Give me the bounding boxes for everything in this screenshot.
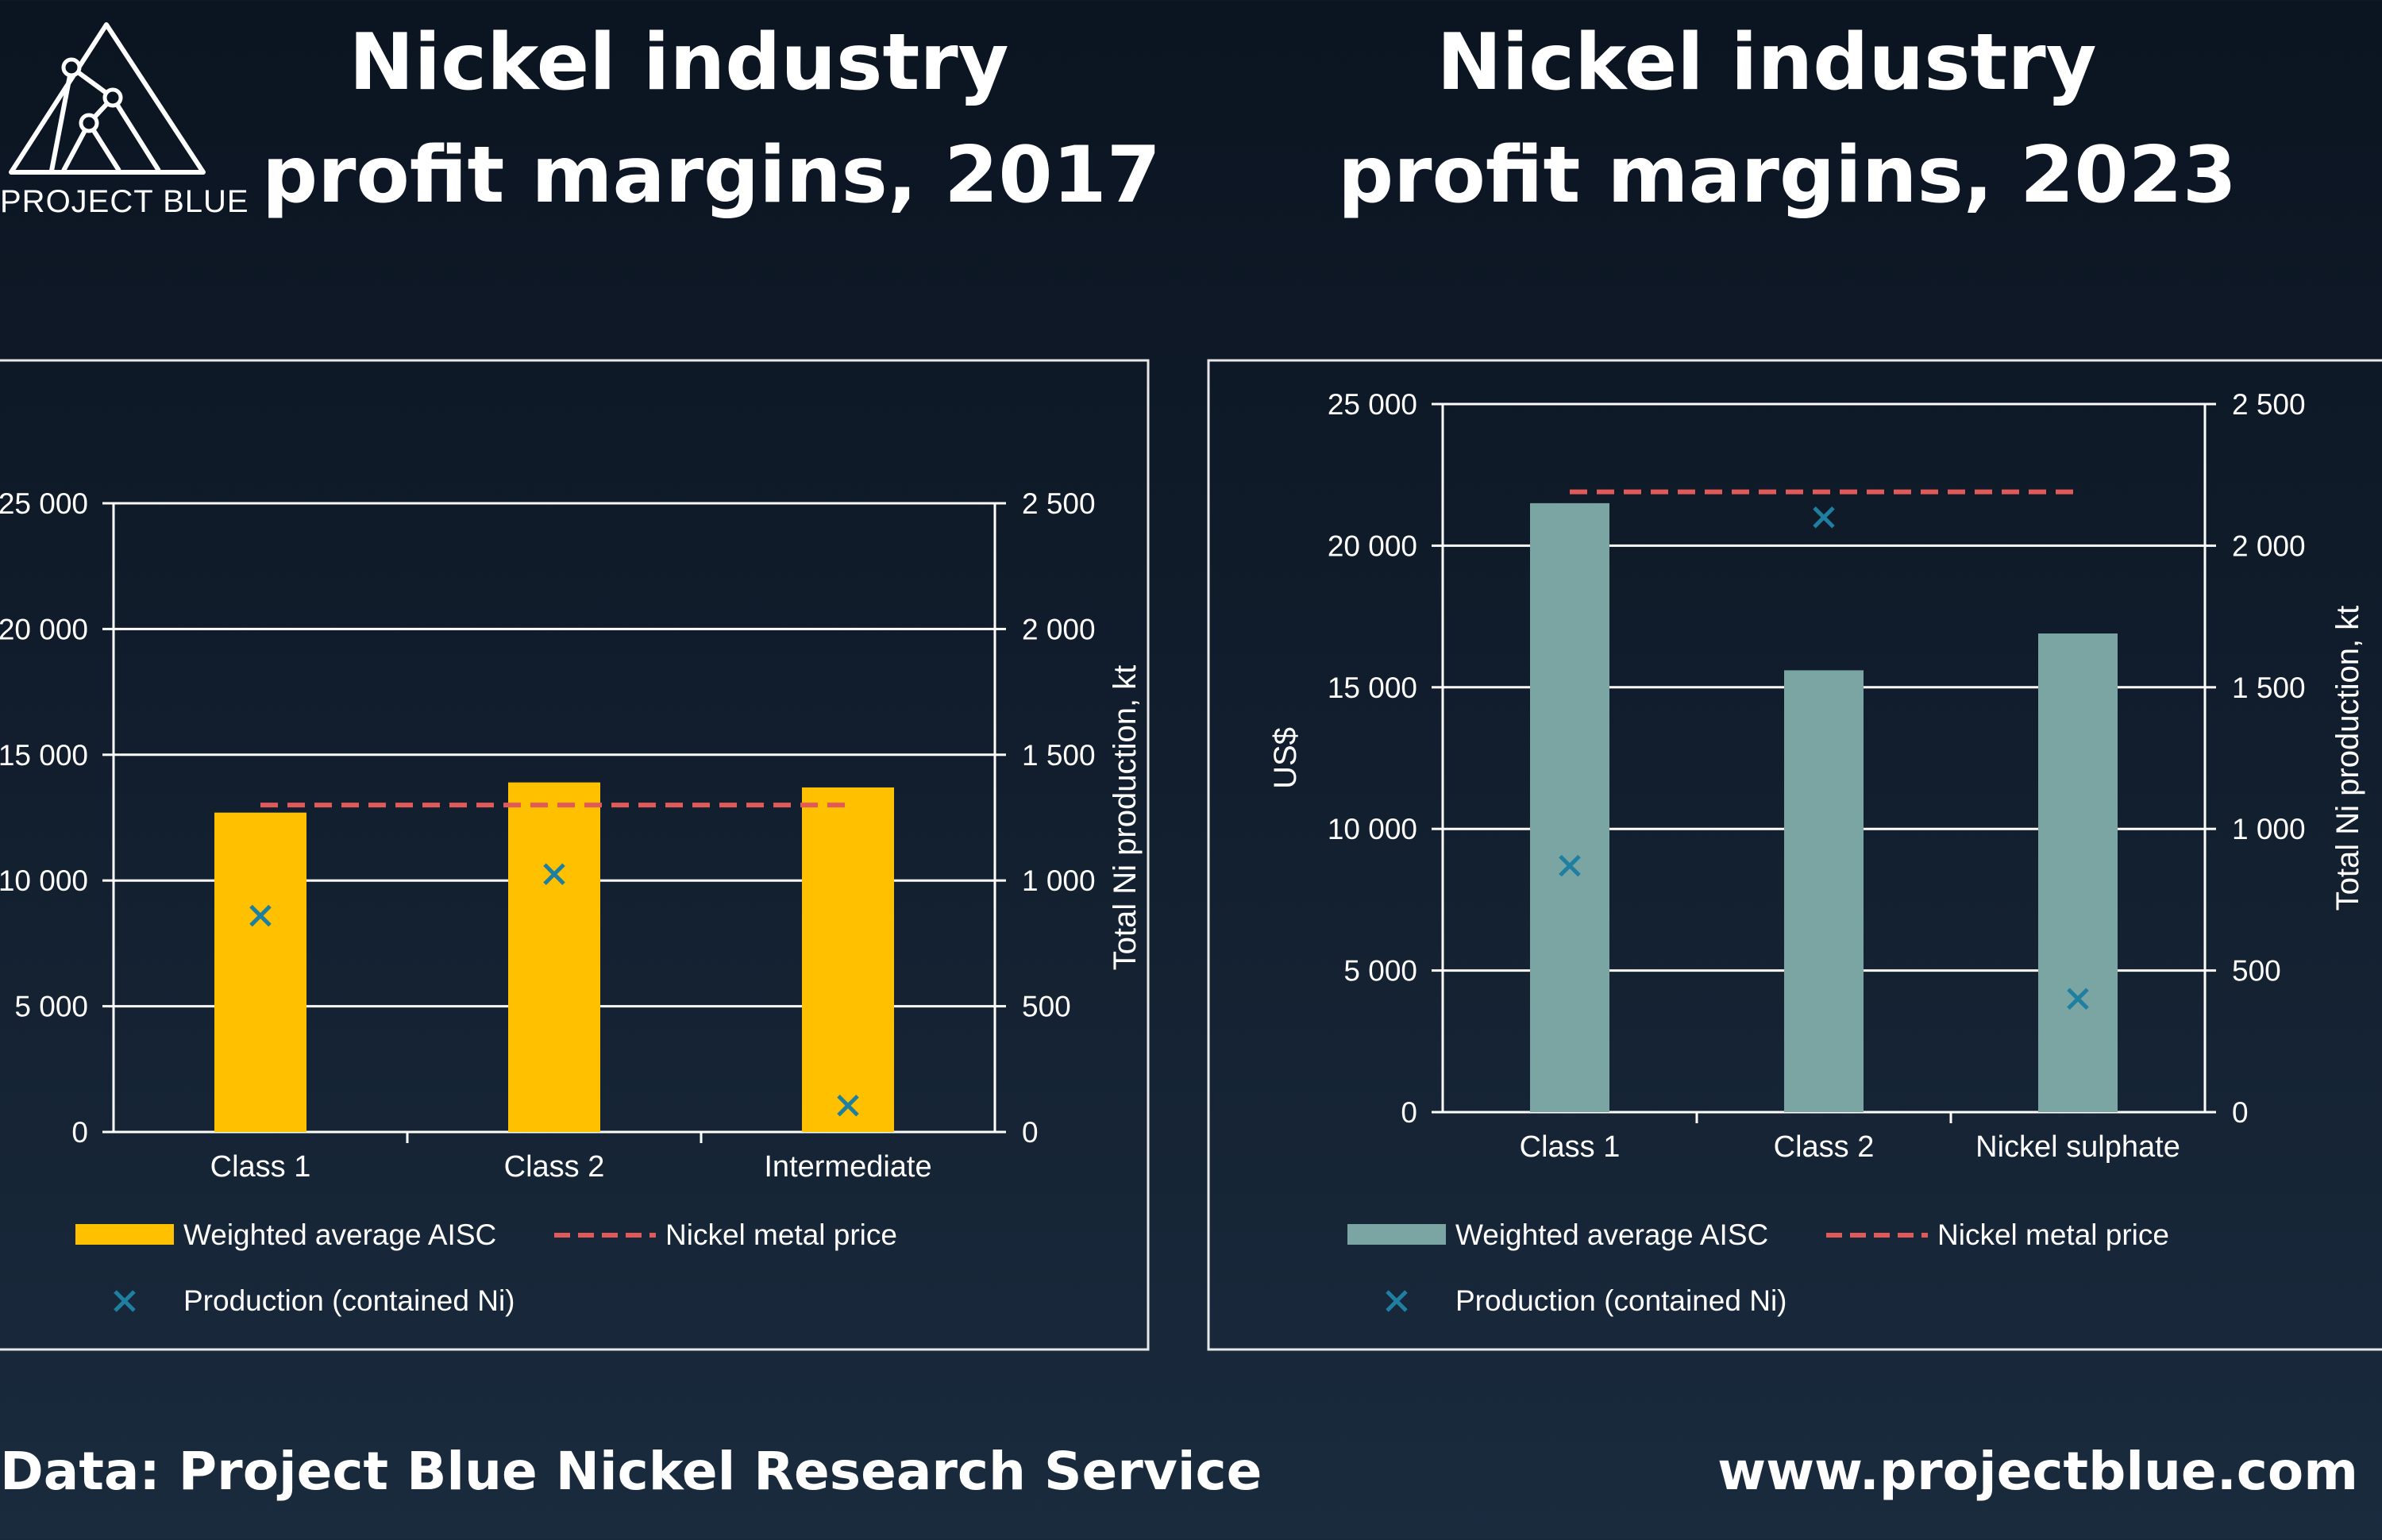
chart-0-production-marker bbox=[837, 1094, 859, 1117]
chart-1-y2-tick-label: 1 000 bbox=[2232, 813, 2306, 845]
chart-0-y2-tick-label: 2 500 bbox=[1022, 487, 1096, 520]
chart-1-aisc-bar bbox=[1530, 502, 1609, 1112]
chart-1-y2-tick-label: 0 bbox=[2232, 1096, 2249, 1129]
chart-0-y2-tick-label: 1 500 bbox=[1022, 739, 1096, 772]
chart-0-y2-tick-label: 2 000 bbox=[1022, 613, 1096, 645]
chart-1-category-label: Class 1 bbox=[1520, 1130, 1621, 1164]
chart-1-production-marker bbox=[1559, 854, 1581, 877]
chart-1-aisc-bar bbox=[1784, 670, 1864, 1112]
chart-0-legend-price-label: Nickel metal price bbox=[665, 1219, 897, 1251]
chart-1-category-label: Nickel sulphate bbox=[1975, 1130, 2180, 1164]
chart-0-legend-aisc-swatch bbox=[75, 1224, 174, 1245]
chart-1-legend-aisc-swatch bbox=[1347, 1224, 1446, 1245]
chart-1-y2-tick-label: 2 000 bbox=[2232, 529, 2306, 562]
website-url: www.projectblue.com bbox=[1717, 1441, 2358, 1502]
chart-1-y2-tick-label: 1 500 bbox=[2232, 672, 2306, 704]
chart-1-aisc-bar bbox=[2038, 633, 2118, 1112]
chart-1-y2-axis-title: Total Ni production, kt bbox=[2330, 606, 2365, 911]
chart-1-y2-tick-label: 500 bbox=[2232, 955, 2281, 988]
chart-0-aisc-bar bbox=[214, 812, 306, 1132]
chart-0-y-tick-label: 25 000 bbox=[0, 487, 88, 520]
chart-1-production-marker bbox=[1813, 506, 1835, 529]
chart-1-y-tick-label: 5 000 bbox=[1343, 955, 1417, 988]
chart-0-production-marker bbox=[249, 904, 272, 927]
chart-0-production-marker bbox=[543, 863, 565, 886]
chart-panel-2023: 0 0 5 000 500 10 000 1 000 15 000 1 500 20 000 2 … bbox=[1207, 359, 2382, 1351]
chart-0-aisc-bar bbox=[802, 787, 894, 1132]
chart-0-y-tick-label: 10 000 bbox=[0, 864, 88, 897]
chart-0-y-tick-label: 20 000 bbox=[0, 613, 88, 645]
chart-panel-2017: 0 0 5 000 500 10 000 1 000 15 000 1 500 20 000 2 … bbox=[0, 359, 1150, 1351]
chart-0-y-tick-label: 5 000 bbox=[14, 991, 88, 1023]
chart-1-legend-production-label: Production (contained Ni) bbox=[1455, 1284, 1787, 1317]
title-2023-line2: profit margins, 2023 bbox=[1338, 130, 2237, 221]
title-2023-line1: Nickel industry bbox=[1436, 17, 2097, 108]
logo-text: PROJECT BLUE bbox=[0, 184, 249, 219]
chart-0-frame bbox=[0, 359, 1150, 1351]
chart-0-y2-tick-label: 0 bbox=[1022, 1116, 1039, 1149]
chart-0-y2-axis-title: Total Ni production, kt bbox=[1108, 665, 1143, 971]
chart-1-y-tick-label: 10 000 bbox=[1328, 813, 1417, 845]
project-blue-logo bbox=[9, 22, 206, 175]
chart-0-legend-production-label: Production (contained Ni) bbox=[183, 1284, 515, 1317]
chart-0-legend-aisc-label: Weighted average AISC bbox=[183, 1219, 496, 1251]
chart-0-category-label: Class 1 bbox=[210, 1150, 311, 1184]
chart-1-legend-aisc-label: Weighted average AISC bbox=[1455, 1219, 1768, 1251]
chart-0-category-label: Intermediate bbox=[764, 1150, 931, 1184]
chart-0-y-tick-label: 0 bbox=[71, 1116, 88, 1149]
title-2017-line2: profit margins, 2017 bbox=[262, 130, 1161, 221]
data-source: Data: Project Blue Nickel Research Servi… bbox=[0, 1441, 1262, 1502]
chart-1-y-tick-label: 20 000 bbox=[1328, 529, 1417, 562]
title-2023: Nickel industry profit margins, 2023 bbox=[1338, 6, 2237, 232]
chart-0-y2-tick-label: 500 bbox=[1022, 991, 1071, 1023]
chart-0-y2-tick-label: 1 000 bbox=[1022, 864, 1096, 897]
chart-0-aisc-bar bbox=[508, 782, 600, 1132]
chart-0-category-label: Class 2 bbox=[504, 1150, 605, 1184]
chart-1-legend-production-swatch bbox=[1386, 1290, 1408, 1312]
chart-0-y-tick-label: 15 000 bbox=[0, 739, 88, 772]
chart-1-y-tick-label: 25 000 bbox=[1328, 388, 1417, 421]
chart-1-y-tick-label: 0 bbox=[1401, 1096, 1417, 1129]
chart-0-legend-production-swatch bbox=[114, 1290, 136, 1312]
chart-1-category-label: Class 2 bbox=[1774, 1130, 1875, 1164]
chart-1-y2-tick-label: 2 500 bbox=[2232, 388, 2306, 421]
title-2017-line1: Nickel industry bbox=[349, 17, 1009, 108]
chart-1-frame bbox=[1207, 359, 2382, 1351]
title-2017: Nickel industry profit margins, 2017 bbox=[262, 6, 1161, 232]
chart-1-y-axis-title: US$ bbox=[1268, 727, 1303, 789]
chart-1-legend-price-label: Nickel metal price bbox=[1937, 1219, 2169, 1251]
chart-1-y-tick-label: 15 000 bbox=[1328, 672, 1417, 704]
chart-1-production-marker bbox=[2067, 988, 2089, 1011]
